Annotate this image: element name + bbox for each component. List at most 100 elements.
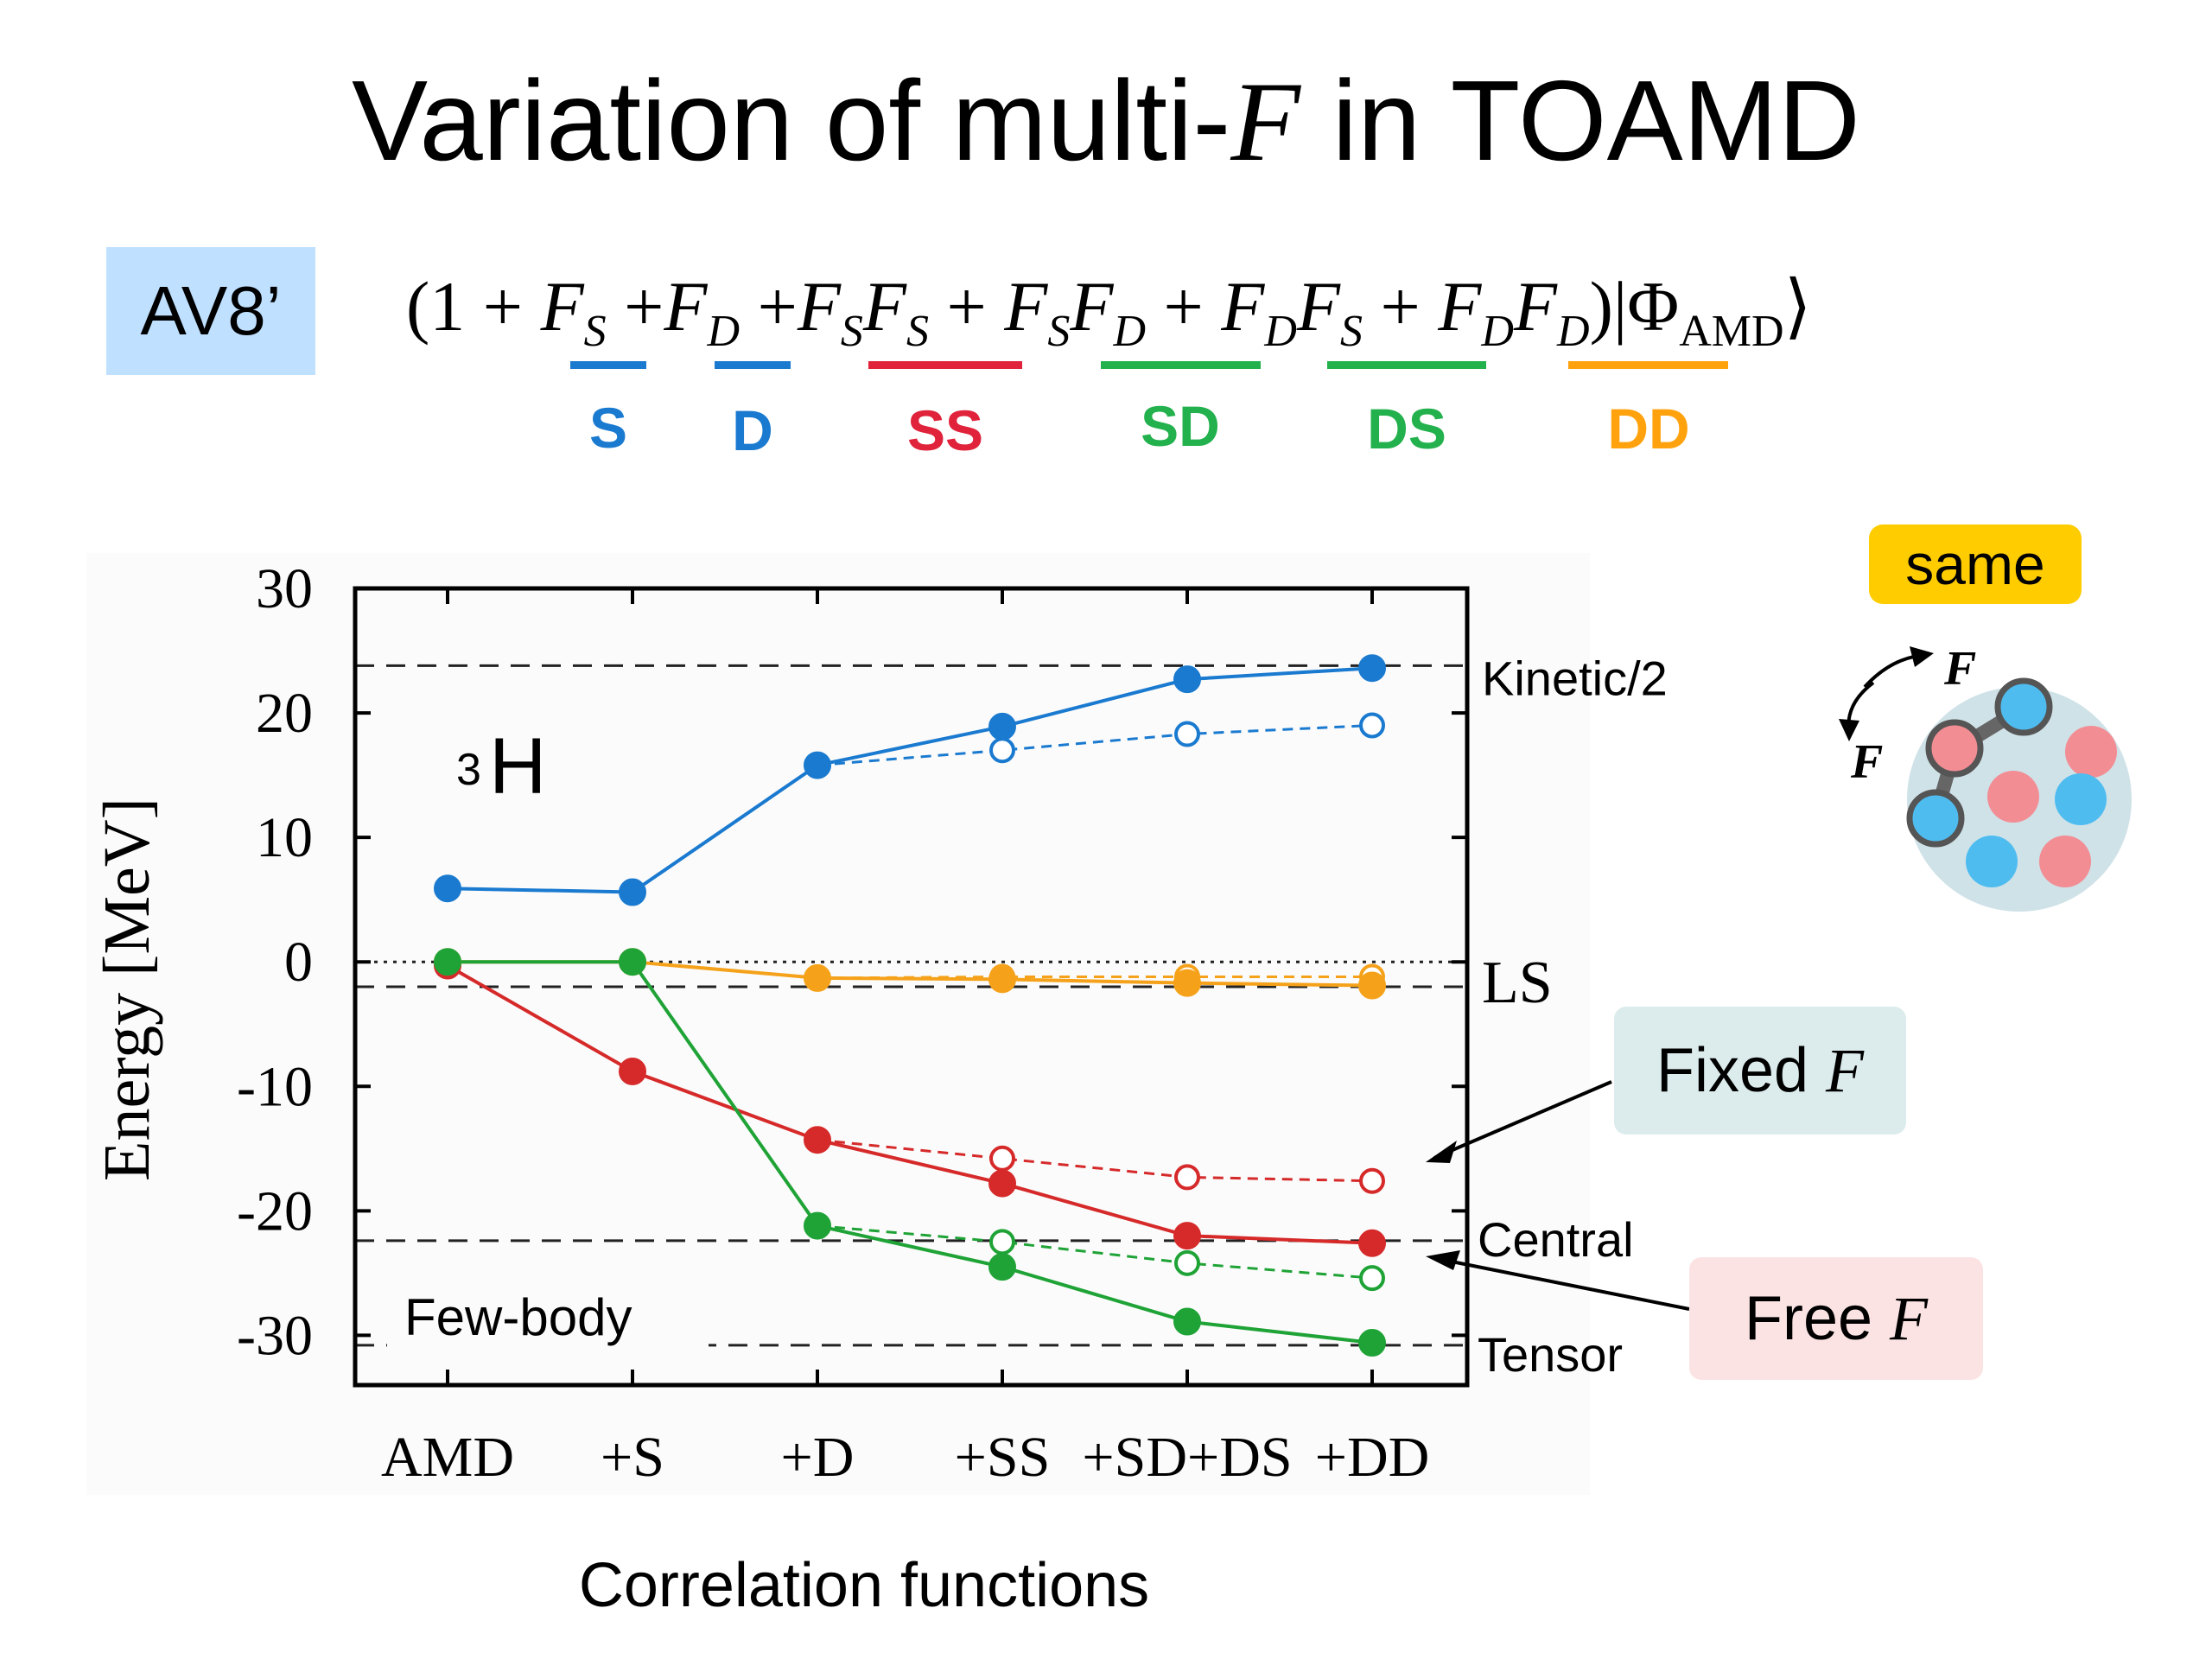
data-point-kinetic-fixed [1174,721,1200,747]
x-axis-title: Correlation functions [578,1551,1150,1620]
proton-ball [1925,719,1984,778]
neutron-ball [1994,677,2053,736]
y-tick-label: 30 [256,557,313,620]
free-arrowhead [1426,1250,1460,1270]
y-axis-title: Energy [MeV] [91,798,163,1181]
x-tick-label: +DD [1315,1426,1430,1489]
label-dd: DD [1607,397,1690,461]
same-badge: same [1869,524,2082,604]
data-point-tensor-free [1173,1307,1201,1336]
reference-label: LS [1482,950,1553,1016]
data-point-ls-free [1358,971,1386,1000]
series-line-tensor-free [448,960,1373,1345]
few-body-label: Few-body [404,1288,632,1346]
data-point-kinetic-free [988,712,1016,741]
label-ss: SS [906,398,984,462]
data-point-kinetic-fixed [989,737,1015,764]
data-point-tensor-free [804,1211,831,1240]
data-point-ls-free [1173,969,1201,997]
reference-label: Tensor [1478,1327,1623,1382]
series-line-central-fixed [817,1138,1373,1183]
data-point-tensor-free [988,1253,1016,1281]
neutron-ball [2055,773,2107,825]
fixed-f-callout: Fixed F [1614,1007,1906,1135]
term-dd: + FDFD [1363,267,1590,356]
diagram-f-left: F [1850,735,1883,789]
data-point-tensor-free [1358,1329,1386,1357]
free-f-callout: Free F [1689,1257,1983,1380]
y-tick-label: 20 [256,682,313,745]
data-point-central-free [804,1126,831,1154]
data-point-central-fixed [1174,1164,1200,1191]
y-tick-label: 10 [256,806,313,869]
label-d: D [732,398,773,462]
plot-frame [353,586,1470,1388]
label-sd: SD [1141,394,1220,458]
data-point-kinetic-free [434,874,461,903]
x-tick-label: +D [781,1426,855,1489]
data-point-ls-free [804,963,831,992]
correlation-formula: (1 + FS +FD +FSFS + FSFD + FDFS + FDFD)|… [406,267,1812,356]
data-point-central-fixed [989,1145,1015,1172]
underline-d [715,361,791,369]
underline-ss [868,361,1022,369]
proton-ball [1987,771,2039,823]
reference-label: Kinetic/2 [1482,651,1668,705]
data-point-central-free [988,1169,1016,1198]
x-tick-label: +SD+DS [1082,1426,1292,1489]
slide-title: Variation of multi-F in TOAMD [352,57,1860,185]
nucleus-mass-number: 3 [456,745,481,795]
data-point-kinetic-free [619,878,646,906]
term-sd: + FSFD [929,267,1147,356]
fixed-arrowhead [1426,1141,1457,1163]
data-point-tensor-fixed [1174,1249,1200,1276]
series-line-kinetic-fixed [817,723,1373,767]
x-tick-label: AMD [381,1426,514,1489]
y-tick-label: 0 [284,931,313,994]
few-body-bg [387,1279,709,1350]
data-point-tensor-free [434,948,461,976]
diagram-f-top: F [1943,642,1976,696]
underline-sd [1101,361,1261,369]
data-point-central-free [619,1057,646,1085]
x-tick-label: +SS [955,1426,1051,1489]
data-point-tensor-fixed [1359,1265,1385,1292]
data-point-tensor-free [619,948,646,976]
data-point-kinetic-free [1173,665,1201,694]
series-line-tensor-fixed [817,1224,1373,1280]
underline-dd [1568,361,1728,369]
data-point-tensor-fixed [989,1229,1015,1255]
underline-ds [1327,361,1486,369]
reference-label: Central [1478,1212,1634,1267]
y-tick-label: -10 [237,1055,313,1118]
term-ds: + FDFS [1146,267,1363,356]
data-point-ls-free [988,965,1016,994]
series-line-central-free [447,963,1373,1245]
term-s: FS [540,267,607,356]
nucleus-symbol: H [489,722,546,810]
neutron-ball [1906,789,1965,848]
x-tick-label: +S [601,1426,664,1489]
data-point-kinetic-free [1358,654,1386,683]
av8-badge: AV8’ [106,247,315,375]
data-point-central-fixed [1359,1167,1385,1194]
data-point-kinetic-free [804,751,831,779]
term-d: +FD [606,267,741,356]
proton-ball [2039,836,2091,887]
y-tick-label: -30 [237,1304,313,1367]
y-tick-label: -20 [237,1179,313,1243]
free-arrow [1433,1256,1690,1311]
data-point-central-free [1358,1229,1386,1257]
neutron-ball [1966,836,2018,887]
exchange-arrowhead-bottom [1839,719,1859,741]
series-line-kinetic-free [447,666,1373,894]
underline-s [570,361,646,369]
term-ss: +FSFS [740,267,929,356]
proton-ball [2065,726,2117,778]
data-point-kinetic-fixed [1359,712,1385,739]
exchange-arrowhead-top [1910,646,1934,667]
label-s: S [588,396,628,460]
data-point-central-free [1173,1222,1201,1250]
label-ds: DS [1367,397,1446,461]
